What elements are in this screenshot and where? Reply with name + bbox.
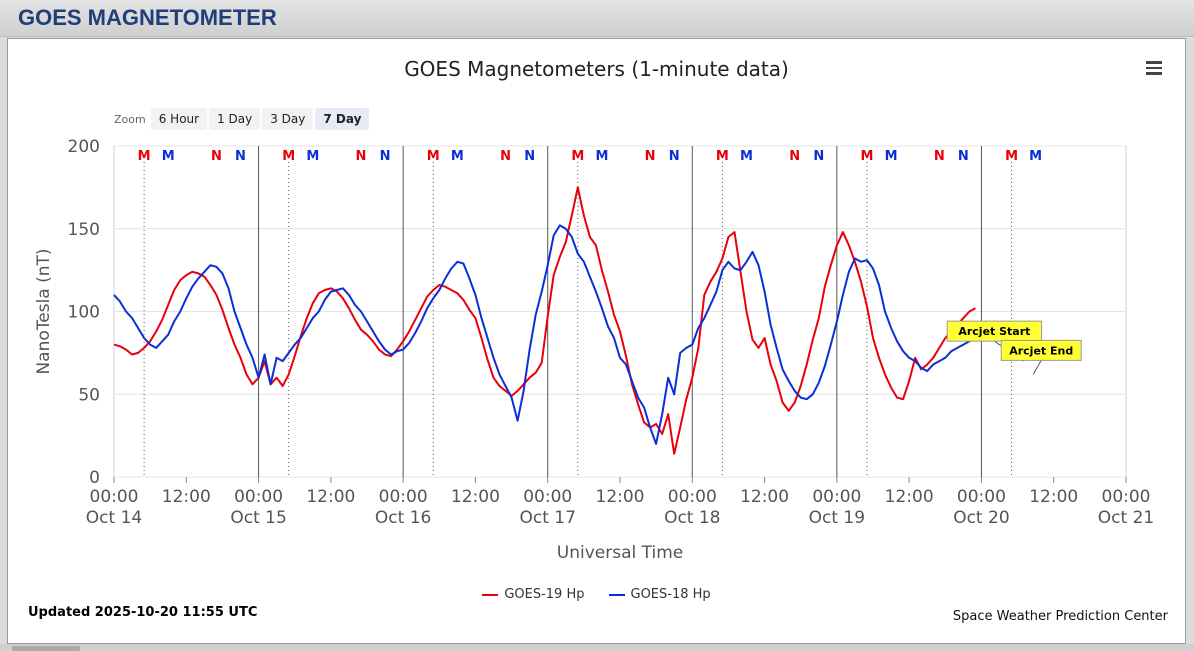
legend-swatch-goes-18 <box>608 593 625 596</box>
x-tick-label: 12:00 <box>451 487 500 507</box>
zoom-1-day-button[interactable]: 1 Day <box>209 108 261 130</box>
x-tick-label: 00:00 <box>234 487 283 507</box>
chart-menu-icon[interactable] <box>1146 61 1162 75</box>
orbit-marker-label: N <box>813 149 824 164</box>
x-tick-label: 00:00 <box>90 487 139 507</box>
orbit-marker-label: M <box>716 149 729 164</box>
orbit-marker-label: N <box>669 149 680 164</box>
x-tick-label: 00:00 <box>668 487 717 507</box>
orbit-marker-label: M <box>571 149 584 164</box>
x-tick-date-label: Oct 18 <box>664 508 720 528</box>
orbit-marker-label: N <box>380 149 391 164</box>
x-tick-date-label: Oct 16 <box>375 508 431 528</box>
bottom-scrollbar[interactable] <box>0 644 1194 651</box>
orbit-marker-label: M <box>306 149 319 164</box>
x-tick-label: 00:00 <box>379 487 428 507</box>
x-tick-label: 00:00 <box>957 487 1006 507</box>
x-tick-label: 00:00 <box>812 487 861 507</box>
orbit-marker-label: M <box>162 149 175 164</box>
scrollbar-thumb[interactable] <box>12 646 80 651</box>
orbit-marker-label: M <box>861 149 874 164</box>
orbit-marker-label: N <box>356 149 367 164</box>
orbit-marker-label: M <box>885 149 898 164</box>
x-tick-date-label: Oct 17 <box>519 508 575 528</box>
chart-panel: GOES Magnetometers (1-minute data) Zoom … <box>7 38 1186 644</box>
x-tick-date-label: Oct 19 <box>809 508 865 528</box>
page-header: GOES MAGNETOMETER <box>0 0 1194 37</box>
orbit-marker-label: N <box>789 149 800 164</box>
legend-label-goes-18: GOES-18 Hp <box>630 587 711 602</box>
orbit-marker-label: N <box>645 149 656 164</box>
zoom-label: Zoom <box>114 112 146 126</box>
y-tick-label: 150 <box>68 220 100 240</box>
y-tick-label: 0 <box>89 468 100 488</box>
orbit-marker-label: M <box>138 149 151 164</box>
x-tick-label: 12:00 <box>885 487 934 507</box>
orbit-marker-label: M <box>1005 149 1018 164</box>
y-tick-label: 100 <box>68 303 100 323</box>
orbit-marker-label: N <box>211 149 222 164</box>
updated-timestamp: Updated 2025-10-20 11:55 UTC <box>28 605 258 620</box>
orbit-marker-label: M <box>595 149 608 164</box>
orbit-marker-label: M <box>1029 149 1042 164</box>
zoom-6-hour-button[interactable]: 6 Hour <box>150 108 208 130</box>
annotation-label: Arcjet End <box>1009 344 1073 357</box>
x-tick-date-label: Oct 21 <box>1098 508 1154 528</box>
page-title: GOES MAGNETOMETER <box>18 5 277 30</box>
orbit-marker-label: M <box>740 149 753 164</box>
orbit-marker-label: N <box>500 149 511 164</box>
x-tick-label: 12:00 <box>1029 487 1078 507</box>
orbit-marker-label: N <box>235 149 246 164</box>
legend-item-goes-18[interactable]: GOES-18 Hp <box>608 587 711 602</box>
orbit-marker-label: N <box>524 149 535 164</box>
legend-label-goes-19: GOES-19 Hp <box>504 587 585 602</box>
orbit-marker-label: N <box>934 149 945 164</box>
y-tick-label: 200 <box>68 137 100 157</box>
chart-legend: GOES-19 Hp GOES-18 Hp <box>8 587 1185 602</box>
x-tick-label: 00:00 <box>523 487 572 507</box>
zoom-bar: Zoom 6 Hour 1 Day 3 Day 7 Day <box>114 107 371 131</box>
x-tick-date-label: Oct 15 <box>230 508 286 528</box>
orbit-marker-label: M <box>427 149 440 164</box>
annotation-label: Arcjet Start <box>958 325 1030 338</box>
annotation-box <box>1000 339 1082 361</box>
x-tick-label: 12:00 <box>596 487 645 507</box>
y-tick-label: 50 <box>78 385 100 405</box>
y-axis-title: NanoTesla (nT) <box>34 248 54 374</box>
zoom-7-day-button[interactable]: 7 Day <box>315 108 370 130</box>
credit-text: Space Weather Prediction Center <box>952 609 1168 624</box>
x-tick-label: 12:00 <box>740 487 789 507</box>
zoom-3-day-button[interactable]: 3 Day <box>262 108 314 130</box>
x-tick-date-label: Oct 20 <box>953 508 1009 528</box>
annotation-connector <box>1032 360 1042 375</box>
chart-title: GOES Magnetometers (1-minute data) <box>404 57 789 81</box>
series-line-goes-19-hp <box>113 186 976 455</box>
x-axis-title: Universal Time <box>557 543 683 563</box>
x-tick-label: 12:00 <box>306 487 355 507</box>
legend-swatch-goes-19 <box>482 593 499 596</box>
orbit-marker-label: M <box>451 149 464 164</box>
series-line-goes-18-hp <box>113 224 976 445</box>
legend-item-goes-19[interactable]: GOES-19 Hp <box>482 587 585 602</box>
x-tick-label: 00:00 <box>1102 487 1151 507</box>
annotation-box <box>946 320 1043 342</box>
x-tick-date-label: Oct 14 <box>86 508 142 528</box>
orbit-marker-label: M <box>282 149 295 164</box>
x-tick-label: 12:00 <box>162 487 211 507</box>
orbit-marker-label: N <box>958 149 969 164</box>
